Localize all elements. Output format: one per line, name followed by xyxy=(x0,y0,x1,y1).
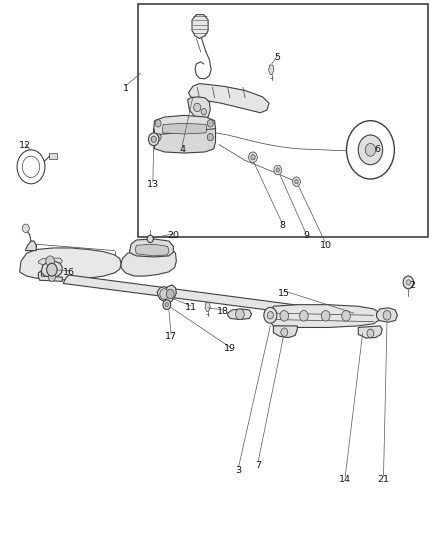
Circle shape xyxy=(236,309,244,319)
Circle shape xyxy=(151,136,156,142)
Circle shape xyxy=(295,180,298,184)
Circle shape xyxy=(155,133,161,141)
Text: 4: 4 xyxy=(179,146,185,155)
Polygon shape xyxy=(63,275,361,321)
Text: 14: 14 xyxy=(339,475,351,484)
Polygon shape xyxy=(192,14,208,38)
Polygon shape xyxy=(135,244,169,256)
Text: 17: 17 xyxy=(165,332,177,341)
Circle shape xyxy=(280,311,289,321)
Circle shape xyxy=(160,289,169,300)
Polygon shape xyxy=(20,248,121,280)
Circle shape xyxy=(166,289,174,299)
Polygon shape xyxy=(25,241,36,251)
Circle shape xyxy=(47,263,57,276)
Polygon shape xyxy=(377,308,397,322)
Circle shape xyxy=(342,311,350,321)
Circle shape xyxy=(365,143,376,156)
Text: 18: 18 xyxy=(217,307,230,316)
Circle shape xyxy=(207,133,213,141)
Text: 10: 10 xyxy=(320,241,332,250)
Circle shape xyxy=(406,280,410,285)
Circle shape xyxy=(251,155,255,160)
Text: 8: 8 xyxy=(279,221,285,230)
Circle shape xyxy=(207,119,213,127)
Circle shape xyxy=(22,156,40,177)
Circle shape xyxy=(321,311,330,321)
Circle shape xyxy=(163,300,171,310)
Text: 11: 11 xyxy=(185,303,197,312)
Text: 13: 13 xyxy=(147,180,159,189)
Polygon shape xyxy=(165,285,177,304)
Polygon shape xyxy=(268,65,274,75)
Circle shape xyxy=(264,308,277,323)
Text: 7: 7 xyxy=(255,461,261,470)
Polygon shape xyxy=(39,258,62,265)
FancyBboxPatch shape xyxy=(138,4,428,237)
Circle shape xyxy=(267,312,273,319)
Polygon shape xyxy=(162,123,207,134)
Circle shape xyxy=(367,329,374,337)
Polygon shape xyxy=(39,271,62,281)
Polygon shape xyxy=(130,239,173,257)
Text: 12: 12 xyxy=(19,141,32,150)
Polygon shape xyxy=(187,97,210,119)
Text: 21: 21 xyxy=(378,475,389,484)
Polygon shape xyxy=(157,287,171,302)
Circle shape xyxy=(46,256,54,266)
Circle shape xyxy=(293,177,300,187)
Circle shape xyxy=(346,120,394,179)
Circle shape xyxy=(147,235,153,243)
Circle shape xyxy=(276,168,279,172)
Circle shape xyxy=(48,273,55,281)
Text: 19: 19 xyxy=(224,344,236,353)
Polygon shape xyxy=(273,326,297,337)
Text: 2: 2 xyxy=(410,280,416,289)
Polygon shape xyxy=(270,305,380,327)
Circle shape xyxy=(300,311,308,321)
Polygon shape xyxy=(188,84,269,113)
Circle shape xyxy=(22,224,29,232)
Circle shape xyxy=(17,150,45,184)
Circle shape xyxy=(201,109,206,115)
Circle shape xyxy=(274,165,282,175)
Polygon shape xyxy=(154,115,215,139)
Circle shape xyxy=(194,103,201,112)
Text: 20: 20 xyxy=(167,231,179,240)
Text: 1: 1 xyxy=(123,84,128,93)
Circle shape xyxy=(403,276,413,289)
Polygon shape xyxy=(42,261,62,277)
Polygon shape xyxy=(358,326,382,338)
Circle shape xyxy=(155,119,161,127)
Polygon shape xyxy=(121,246,177,276)
Circle shape xyxy=(281,328,288,336)
Circle shape xyxy=(383,311,391,320)
Text: 5: 5 xyxy=(275,53,281,62)
Circle shape xyxy=(148,133,159,146)
Circle shape xyxy=(165,303,169,307)
Text: 9: 9 xyxy=(303,231,309,240)
Text: 3: 3 xyxy=(236,466,242,475)
Text: 15: 15 xyxy=(278,288,290,297)
Polygon shape xyxy=(154,128,215,153)
Polygon shape xyxy=(228,309,252,319)
Circle shape xyxy=(249,152,257,163)
Bar xyxy=(49,152,57,159)
Text: 16: 16 xyxy=(63,268,75,277)
Circle shape xyxy=(358,135,383,165)
Polygon shape xyxy=(205,303,210,312)
Text: 6: 6 xyxy=(375,146,381,155)
